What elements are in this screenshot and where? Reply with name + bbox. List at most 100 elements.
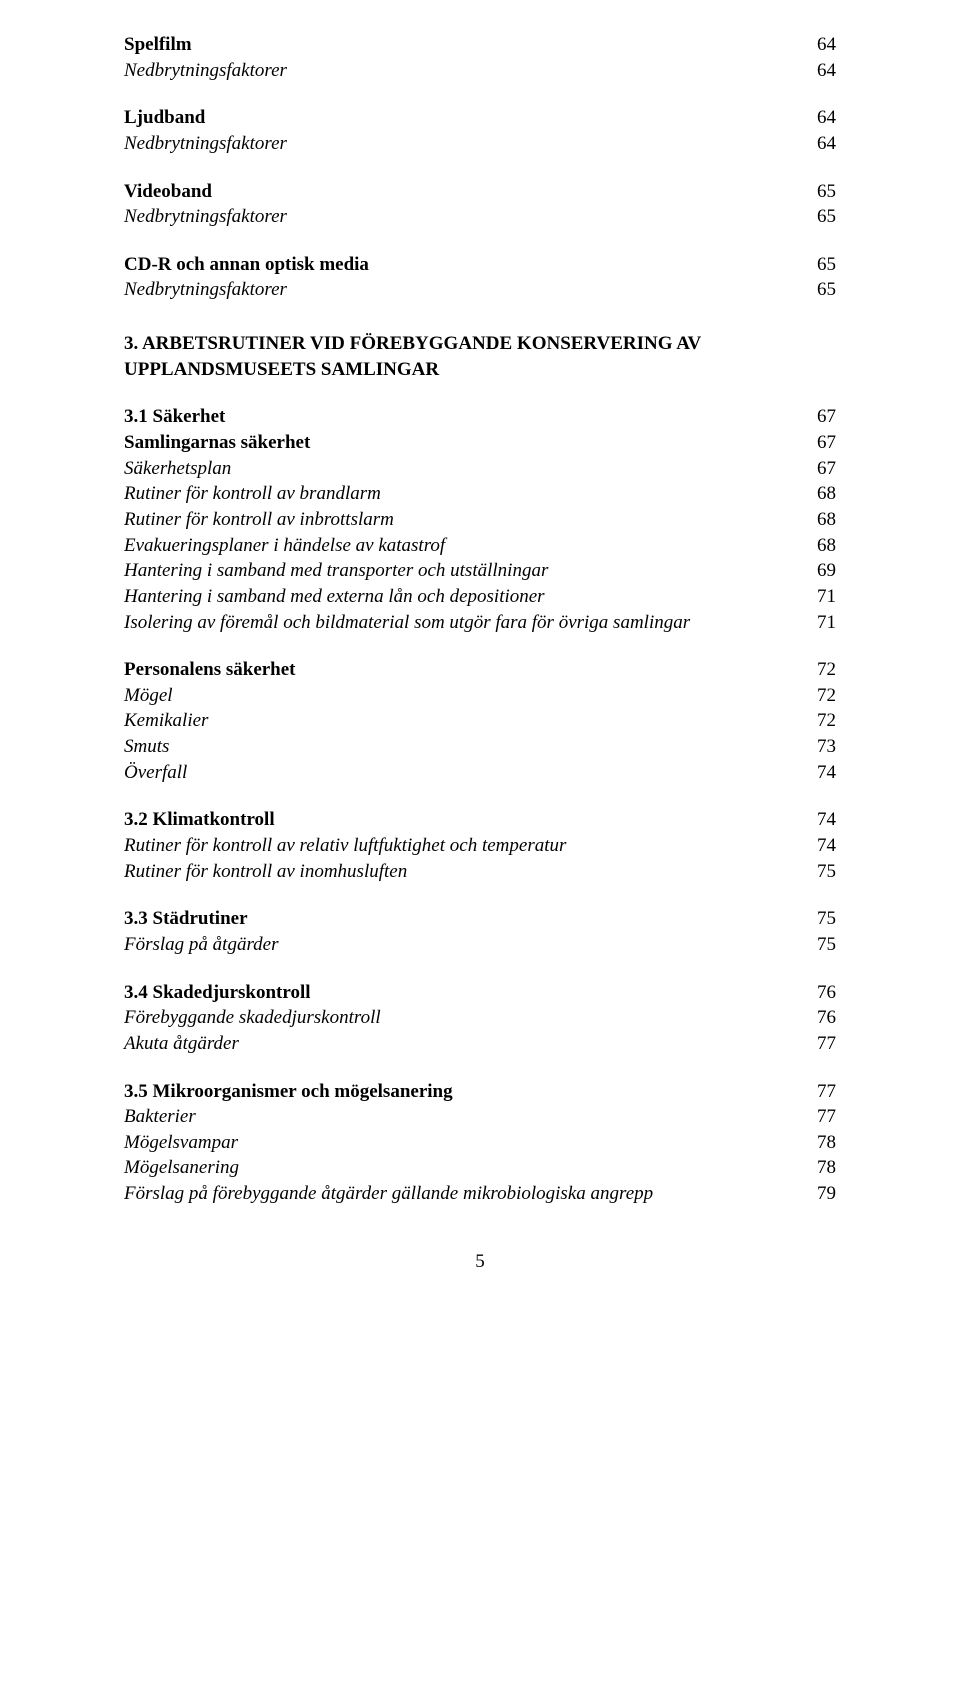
toc-label: Överfall — [124, 760, 800, 786]
toc-page: 76 — [800, 1005, 836, 1031]
toc-page: 74 — [800, 807, 836, 833]
toc-page: 67 — [800, 456, 836, 482]
toc-page: 68 — [800, 533, 836, 559]
toc-row: Mögelsanering 78 — [124, 1155, 836, 1181]
toc-label: Rutiner för kontroll av inbrottslarm — [124, 507, 800, 533]
toc-label: Rutiner för kontroll av relativ luftfukt… — [124, 833, 800, 859]
toc-label: Mögelsanering — [124, 1155, 800, 1181]
toc-label: Spelfilm — [124, 32, 800, 58]
toc-label: 3.1 Säkerhet — [124, 404, 800, 430]
toc-label: Hantering i samband med transporter och … — [124, 558, 800, 584]
toc-page: 77 — [800, 1031, 836, 1057]
toc-label: Mögel — [124, 683, 800, 709]
toc-page: 72 — [800, 683, 836, 709]
toc-label: Hantering i samband med externa lån och … — [124, 584, 800, 610]
toc-label: Mögelsvampar — [124, 1130, 800, 1156]
toc-label: Rutiner för kontroll av brandlarm — [124, 481, 800, 507]
toc-page: 77 — [800, 1104, 836, 1130]
toc-label: CD-R och annan optisk media — [124, 252, 800, 278]
toc-row-sec35: 3.5 Mikroorganismer och mögelsanering 77 — [124, 1079, 836, 1105]
toc-label: Evakueringsplaner i händelse av katastro… — [124, 533, 800, 559]
toc-row: Nedbrytningsfaktorer 65 — [124, 204, 836, 230]
toc-row: Rutiner för kontroll av inbrottslarm 68 — [124, 507, 836, 533]
toc-label: Samlingarnas säkerhet — [124, 430, 800, 456]
toc-label: Ljudband — [124, 105, 800, 131]
toc-row: Förslag på förebyggande åtgärder gälland… — [124, 1181, 836, 1207]
toc-label: Kemikalier — [124, 708, 800, 734]
toc-row: Nedbrytningsfaktorer 64 — [124, 58, 836, 84]
toc-label: Videoband — [124, 179, 800, 205]
toc-label: Akuta åtgärder — [124, 1031, 800, 1057]
toc-row: Akuta åtgärder 77 — [124, 1031, 836, 1057]
toc-label: Bakterier — [124, 1104, 800, 1130]
toc-page: 78 — [800, 1130, 836, 1156]
toc-page: 74 — [800, 833, 836, 859]
toc-row: Hantering i samband med transporter och … — [124, 558, 836, 584]
toc-row: Överfall 74 — [124, 760, 836, 786]
toc-page: 65 — [800, 204, 836, 230]
toc-page: 75 — [800, 859, 836, 885]
toc-page: 78 — [800, 1155, 836, 1181]
toc-page: 65 — [800, 277, 836, 303]
toc-page: 72 — [800, 657, 836, 683]
toc-page: 75 — [800, 906, 836, 932]
toc-label: Nedbrytningsfaktorer — [124, 131, 800, 157]
toc-row: Hantering i samband med externa lån och … — [124, 584, 836, 610]
toc-label: Nedbrytningsfaktorer — [124, 204, 800, 230]
toc-page: 67 — [800, 404, 836, 430]
toc-page: 71 — [800, 610, 836, 636]
toc-row: Nedbrytningsfaktorer 64 — [124, 131, 836, 157]
toc-page: 79 — [800, 1181, 836, 1207]
toc-label: Personalens säkerhet — [124, 657, 800, 683]
toc-page: 64 — [800, 58, 836, 84]
toc-label: Säkerhetsplan — [124, 456, 800, 482]
toc-row: Rutiner för kontroll av brandlarm 68 — [124, 481, 836, 507]
toc-page: 69 — [800, 558, 836, 584]
toc-page: 64 — [800, 131, 836, 157]
toc-row-sec33: 3.3 Städrutiner 75 — [124, 906, 836, 932]
toc-page: 65 — [800, 179, 836, 205]
toc-row-cdr: CD-R och annan optisk media 65 — [124, 252, 836, 278]
toc-row: Mögelsvampar 78 — [124, 1130, 836, 1156]
toc-row: Isolering av föremål och bildmaterial so… — [124, 610, 836, 636]
toc-page: 74 — [800, 760, 836, 786]
toc-page: 64 — [800, 32, 836, 58]
toc-row: Smuts 73 — [124, 734, 836, 760]
toc-page: 77 — [800, 1079, 836, 1105]
toc-label: 3.5 Mikroorganismer och mögelsanering — [124, 1079, 800, 1105]
toc-label: 3.4 Skadedjurskontroll — [124, 980, 800, 1006]
toc-row-ljudband: Ljudband 64 — [124, 105, 836, 131]
toc-page: 65 — [800, 252, 836, 278]
toc-page: 73 — [800, 734, 836, 760]
chapter-3-line2: UPPLANDSMUSEETS SAMLINGAR — [124, 357, 836, 383]
toc-page: 64 — [800, 105, 836, 131]
toc-row-spelfilm: Spelfilm 64 — [124, 32, 836, 58]
toc-page: 67 — [800, 430, 836, 456]
chapter-3-heading: 3. ARBETSRUTINER VID FÖREBYGGANDE KONSER… — [124, 331, 836, 382]
toc-row-sec31-sub1: Samlingarnas säkerhet 67 — [124, 430, 836, 456]
toc-row: Mögel 72 — [124, 683, 836, 709]
toc-label: Isolering av föremål och bildmaterial so… — [124, 610, 800, 636]
toc-row-sec31: 3.1 Säkerhet 67 — [124, 404, 836, 430]
toc-row: Rutiner för kontroll av inomhusluften 75 — [124, 859, 836, 885]
toc-row-videoband: Videoband 65 — [124, 179, 836, 205]
toc-label: Nedbrytningsfaktorer — [124, 277, 800, 303]
toc-label: Smuts — [124, 734, 800, 760]
toc-label: Förebyggande skadedjurskontroll — [124, 1005, 800, 1031]
toc-page: 68 — [800, 507, 836, 533]
toc-label: Nedbrytningsfaktorer — [124, 58, 800, 84]
toc-row-sec32: 3.2 Klimatkontroll 74 — [124, 807, 836, 833]
toc-row: Nedbrytningsfaktorer 65 — [124, 277, 836, 303]
page-number: 5 — [124, 1249, 836, 1275]
toc-label: Förslag på förebyggande åtgärder gälland… — [124, 1181, 800, 1207]
toc-page: 72 — [800, 708, 836, 734]
toc-page: 71 — [800, 584, 836, 610]
toc-row: Bakterier 77 — [124, 1104, 836, 1130]
toc-row: Evakueringsplaner i händelse av katastro… — [124, 533, 836, 559]
toc-label: 3.3 Städrutiner — [124, 906, 800, 932]
toc-row: Förebyggande skadedjurskontroll 76 — [124, 1005, 836, 1031]
toc-page: 76 — [800, 980, 836, 1006]
toc-page: 75 — [800, 932, 836, 958]
toc-row-sec31-sub2: Personalens säkerhet 72 — [124, 657, 836, 683]
toc-row-sec34: 3.4 Skadedjurskontroll 76 — [124, 980, 836, 1006]
